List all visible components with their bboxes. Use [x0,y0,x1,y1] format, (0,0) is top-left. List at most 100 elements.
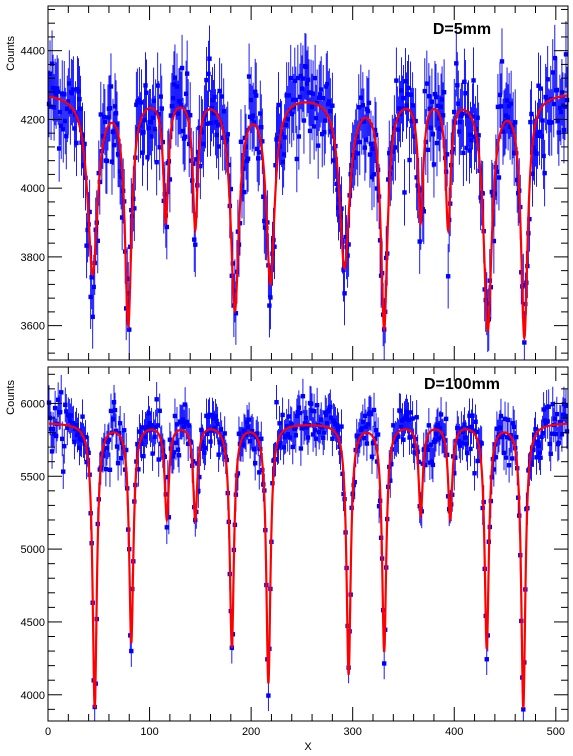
data-point [432,437,438,442]
data-point [292,426,297,431]
y-tick-label: 4500 [21,617,45,629]
y-tick-label: 3600 [21,321,45,333]
data-point [451,146,456,152]
data-point [495,104,501,110]
data-point [426,94,432,99]
data-point [297,94,303,100]
data-point [332,419,337,424]
data-point [140,425,145,430]
data-point [359,426,365,431]
data-point [471,78,476,83]
panel-d5mm-axes: 3600 3800 4000 4200 4400 [21,6,568,360]
data-point [445,274,451,279]
data-point [391,423,396,428]
data-point [200,130,205,135]
data-point [245,424,251,430]
data-point [137,429,142,434]
data-point [521,282,526,288]
data-point [374,186,380,191]
data-point [287,435,292,440]
data-point [367,152,373,157]
data-point [100,133,106,139]
data-point [427,106,433,111]
data-point [393,145,398,150]
data-point [354,433,359,439]
data-point [557,105,563,111]
data-point [500,129,506,134]
data-point [361,119,367,124]
data-point [169,103,175,109]
data-point [180,128,186,134]
data-point [499,59,505,64]
data-point [317,92,323,97]
data-point [179,65,185,71]
data-point [110,129,116,135]
data-point [64,409,69,414]
data-point [540,430,545,436]
data-point [386,177,391,182]
data-point [225,132,230,137]
data-point [391,149,396,154]
data-point [506,103,512,109]
data-point [62,443,67,449]
data-point [132,206,137,211]
data-point [365,108,371,114]
data-point [64,133,69,139]
data-point [215,123,220,128]
data-point [428,125,434,130]
data-point [550,70,555,75]
data-point [556,440,562,445]
data-point [433,431,439,437]
data-point [213,414,218,419]
data-point [78,106,83,111]
data-point [329,415,334,420]
data-point [124,447,129,453]
data-point [238,139,244,144]
data-point [370,146,376,151]
data-point [276,102,281,108]
data-point [426,423,432,428]
data-point [165,474,171,480]
data-point [413,118,418,124]
data-point [396,434,401,439]
data-point [193,242,198,247]
panel-d5mm-title: D=5mm [433,21,491,38]
data-point [356,105,361,110]
data-point [564,429,570,434]
data-point [215,421,220,427]
data-point [182,134,188,139]
data-point [68,418,73,424]
data-point [491,238,497,244]
data-point [233,311,239,316]
data-point [259,436,264,441]
data-point [286,93,291,98]
data-point [452,109,457,115]
data-point [328,404,333,410]
data-point [412,134,417,139]
data-point [357,139,362,145]
panel-d100mm-title: D=100mm [424,376,500,393]
data-point [362,413,368,419]
data-point [171,82,177,87]
data-point [102,119,108,125]
data-point [316,429,322,435]
data-point [312,75,318,81]
data-point [461,429,466,435]
data-point [60,436,65,442]
data-point [198,163,203,169]
data-point [235,471,241,476]
data-point [63,118,68,124]
data-point [387,150,392,156]
data-point [302,421,308,426]
data-point [412,450,417,455]
data-point [431,162,437,167]
data-point [369,454,375,459]
data-point [185,110,191,115]
data-point [212,94,217,100]
data-point [83,434,88,440]
data-point [156,457,161,462]
data-point [539,434,544,440]
data-point [121,428,127,433]
data-point [475,458,480,464]
data-point [217,88,222,94]
